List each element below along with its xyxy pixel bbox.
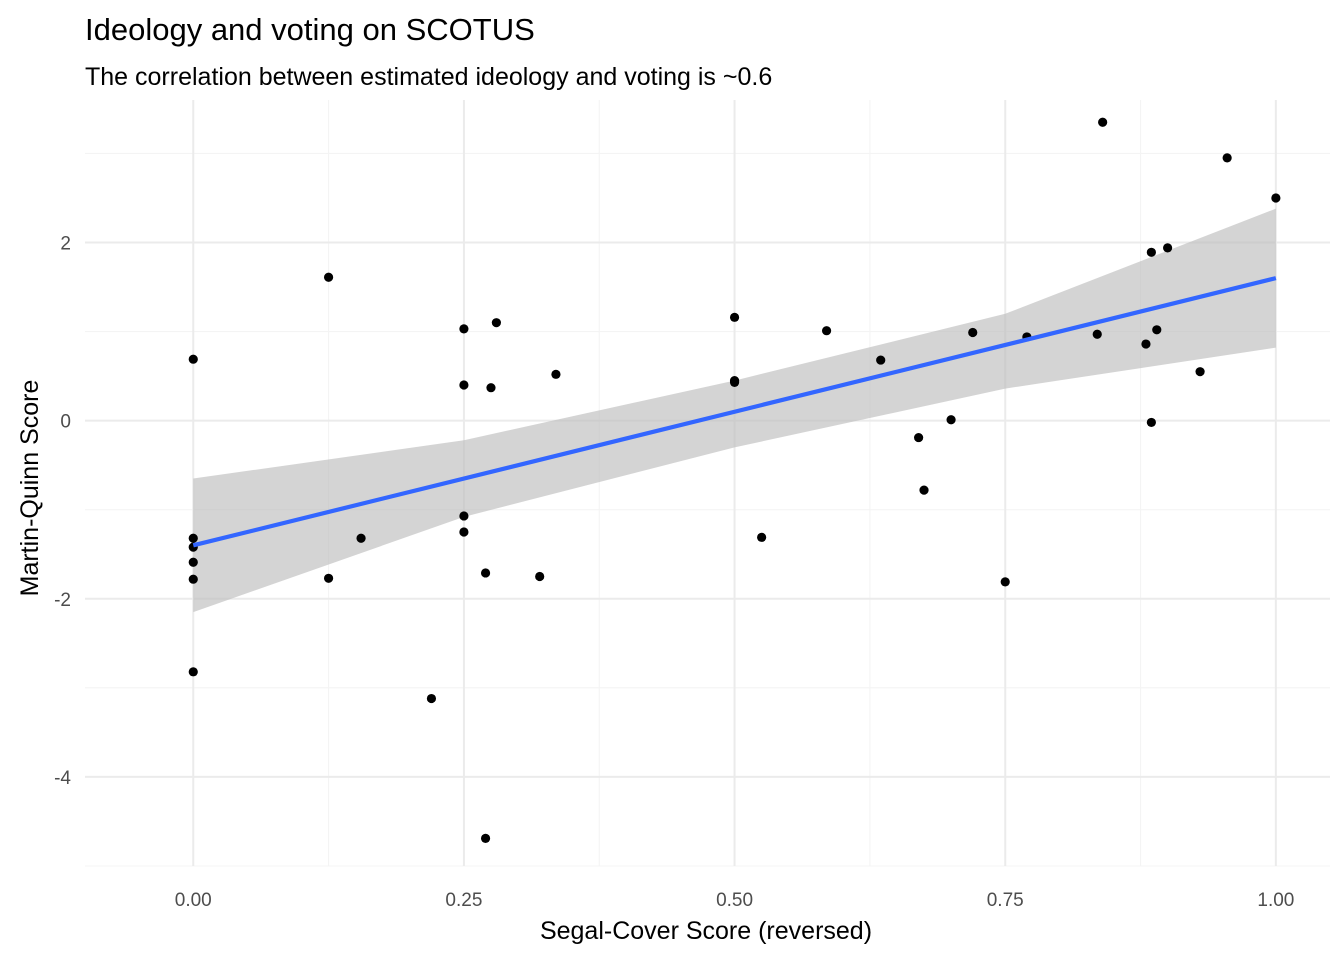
data-point	[1146, 247, 1156, 257]
data-point	[1222, 153, 1232, 163]
data-point	[480, 833, 491, 843]
data-point	[188, 557, 198, 567]
data-point	[914, 432, 924, 443]
data-point	[459, 324, 469, 334]
y-tick-label: 0	[60, 412, 71, 433]
data-point	[426, 693, 437, 704]
data-point	[1098, 117, 1108, 127]
data-point	[757, 532, 767, 542]
chart-title: Ideology and voting on SCOTUS	[85, 12, 535, 47]
trend-line	[192, 276, 1277, 548]
data-point	[1152, 325, 1162, 335]
x-tick-label: 0.75	[987, 890, 1024, 911]
data-point	[323, 272, 334, 282]
data-point	[188, 667, 198, 677]
data-point	[535, 571, 545, 582]
data-point	[876, 355, 886, 365]
data-point	[459, 380, 469, 390]
data-point	[459, 527, 469, 537]
data-point	[729, 377, 740, 387]
data-point	[491, 318, 501, 328]
data-point	[919, 485, 929, 495]
y-tick-label: -4	[54, 768, 71, 789]
data-point	[188, 574, 198, 584]
x-tick-label: 0.00	[175, 890, 212, 911]
data-point	[486, 383, 496, 393]
x-tick-label: 0.50	[716, 890, 753, 911]
data-point	[1146, 417, 1156, 428]
x-tick-label: 0.25	[445, 890, 482, 911]
data-point	[1271, 193, 1281, 203]
data-point	[480, 568, 491, 578]
data-point	[459, 511, 469, 521]
data-point	[968, 327, 978, 338]
x-tick-label: 1.00	[1257, 890, 1294, 911]
data-points	[188, 117, 1281, 843]
y-tick-label: 2	[60, 234, 71, 255]
data-point	[946, 415, 956, 425]
data-point	[356, 533, 366, 543]
data-point	[1000, 577, 1010, 587]
data-point	[188, 533, 198, 543]
data-point	[1163, 243, 1173, 253]
x-axis-label: Segal-Cover Score (reversed)	[540, 917, 872, 945]
data-point	[1141, 339, 1151, 349]
y-axis-label: Martin-Quinn Score	[16, 380, 44, 597]
data-point	[1092, 329, 1102, 339]
y-tick-label: -2	[54, 590, 71, 611]
data-point	[729, 312, 740, 322]
data-point	[1195, 367, 1205, 377]
tick-labels: 0.00 0.25 0.50 0.75 1.00 -4 -2 0 2	[54, 234, 1294, 911]
data-point	[188, 354, 198, 364]
data-point	[821, 326, 832, 336]
data-point	[323, 573, 334, 583]
chart-subtitle: The correlation between estimated ideolo…	[85, 63, 772, 91]
data-point	[551, 369, 561, 379]
